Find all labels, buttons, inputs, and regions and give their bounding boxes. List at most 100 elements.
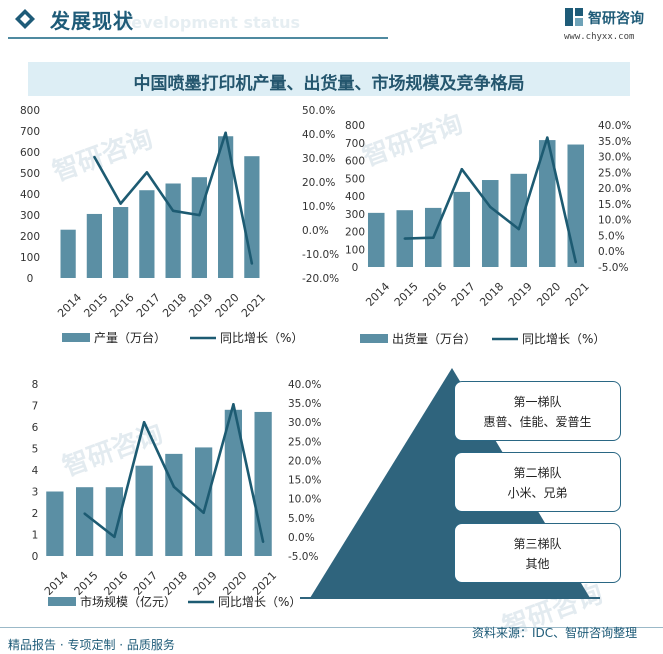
growth-line [83,402,265,543]
x-tick-label: 2021 [239,291,268,320]
legend-bar-swatch [48,597,76,606]
y-right-tick-label: 10.0% [302,201,335,213]
growth-point [172,485,176,489]
y-left-tick-label: 300 [345,209,365,221]
y-right-tick-label: 0.0% [288,532,315,544]
bar [396,210,414,267]
x-tick-label: 2018 [477,280,506,309]
growth-point [517,227,520,231]
y-right-tick-label: 30.0% [598,152,631,164]
y-right-tick-label: 40.0% [302,129,335,141]
x-tick-label: 2019 [506,280,535,309]
growth-point [250,262,254,265]
bar [46,491,64,556]
tier-box: 第三梯队 其他 [454,523,621,583]
growth-line [93,131,254,264]
legend-bar-label: 产量（万台） [94,330,166,345]
tier-members: 惠普、佳能、爱普生 [483,415,592,429]
tier-members: 其他 [525,557,550,571]
bar [453,191,471,267]
logo-name: 智研咨询 [588,11,644,27]
growth-point [171,209,175,212]
bar [481,180,499,267]
bar [424,207,442,267]
y-left-tick-label: 0 [32,551,39,563]
y-left-tick-label: 800 [20,105,40,117]
y-right-tick-label: 35.0% [598,136,631,148]
bar [139,190,155,278]
watermark: 智研咨询 [48,123,157,188]
y-right-tick-label: 50.0% [302,105,335,117]
tier-members: 小米、兄弟 [507,486,568,500]
watermark: 智研咨询 [58,418,167,483]
legend-bar-swatch [62,333,90,342]
x-tick-label: 2014 [55,291,84,320]
x-tick-label: 2019 [186,291,215,320]
y-right-tick-label: 30.0% [302,153,335,165]
y-right-tick-label: 25.0% [598,167,631,179]
y-right-tick-label: 35.0% [288,398,321,410]
legend-bar-label: 市场规模（亿元） [80,594,176,609]
y-left-tick-label: 5 [32,444,39,456]
tier-title: 第一梯队 [513,395,562,409]
legend-line-label: 同比增长（%） [220,331,303,345]
x-tick-label: 2020 [534,280,563,309]
growth-point [460,167,463,171]
y-left-tick-label: 7 [32,401,39,413]
x-tick-label: 2016 [101,569,130,598]
y-left-tick-label: 500 [20,168,40,180]
section-header: Development status 发展现状 [0,0,663,46]
footer-tagline: 精品报告 · 专项定制 · 品质服务 [8,638,175,652]
growth-point [145,171,149,174]
growth-point [403,237,406,240]
x-tick-label: 2017 [134,291,163,320]
header-ghost-text: Development status [118,13,301,32]
y-right-tick-label: 25.0% [288,436,321,448]
growth-point [83,512,86,515]
y-left-tick-label: 200 [20,231,40,243]
bar [510,173,528,267]
tier-box: 第一梯队惠普、佳能、爱普生 [454,381,621,441]
x-tick-label: 2018 [161,569,190,598]
y-right-tick-label: 15.0% [288,475,321,487]
y-left-tick-label: 800 [345,120,365,132]
x-tick-label: 2020 [220,569,249,598]
bar [567,144,585,267]
growth-point [93,155,96,159]
y-right-tick-label: -5.0% [288,551,318,563]
y-left-tick-label: 400 [345,191,365,203]
y-left-tick-label: 6 [32,422,39,434]
bar [165,183,181,278]
logo-icon [565,8,583,26]
growth-point [113,535,116,539]
bar [60,229,76,278]
bar [165,453,183,556]
bar [191,177,207,278]
legend-bar-swatch [360,334,388,343]
y-left-tick-label: 0 [27,273,34,285]
y-right-tick-label: 20.0% [302,177,335,189]
growth-point [546,136,549,139]
y-left-tick-label: 700 [20,126,40,138]
bar [244,156,260,278]
y-right-tick-label: 40.0% [288,379,321,391]
y-right-tick-label: 30.0% [288,417,321,429]
growth-point [432,236,435,239]
y-right-tick-label: 5.0% [598,230,625,242]
x-tick-label: 2017 [131,569,160,598]
y-right-tick-label: 20.0% [598,183,631,195]
y-left-tick-label: 8 [32,379,39,391]
x-tick-label: 2021 [563,280,592,309]
logo-url: www.chyxx.com [564,32,635,42]
bar [224,409,243,556]
y-left-tick-label: 2 [32,508,39,520]
growth-point [232,403,235,406]
legend-bar-label: 出货量（万台） [392,331,476,346]
growth-point [224,131,227,134]
growth-line [404,136,578,263]
x-tick-label: 2017 [449,280,478,309]
bar [254,411,272,556]
y-left-tick-label: 700 [345,138,365,150]
page-title: 发展现状 [50,9,134,33]
y-left-tick-label: 3 [32,487,39,499]
